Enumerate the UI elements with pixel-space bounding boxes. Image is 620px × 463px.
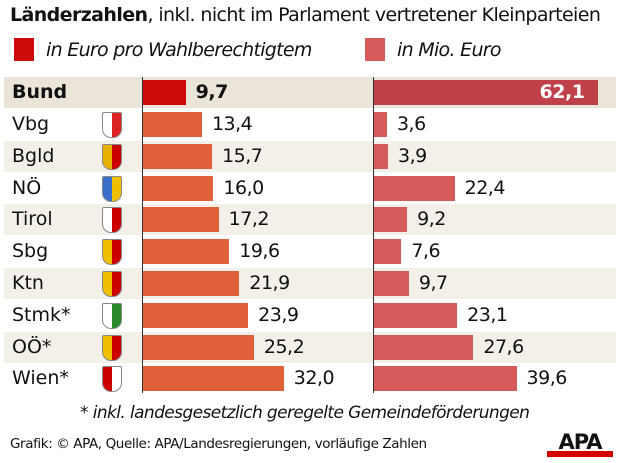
apa-logo: APA — [547, 430, 613, 457]
value-label: 22,4 — [464, 176, 506, 199]
legend-item-mio-euro: in Mio. Euro — [365, 38, 502, 61]
category-label: Tirol — [12, 208, 53, 231]
bar-euro-per-voter — [143, 302, 249, 328]
coat-of-arms-icon — [102, 271, 122, 297]
title-rest: , inkl. nicht im Parlament vertretener K… — [147, 4, 601, 26]
row-0: Bund 9,7 62,1 — [4, 77, 616, 108]
row-6: Ktn 21,9 9,7 — [4, 268, 616, 299]
bar-mio-euro — [374, 112, 387, 137]
coat-of-arms-icon — [102, 366, 122, 393]
legend-swatch — [365, 38, 385, 61]
category-label: Bgld — [12, 144, 55, 167]
coat-of-arms-icon — [102, 112, 122, 138]
row-2: Bgld 15,7 3,9 — [4, 140, 616, 172]
bar-euro-per-voter — [143, 271, 240, 296]
bar-euro-per-voter — [143, 239, 230, 265]
value-label: 9,7 — [418, 272, 448, 294]
bar-mio-euro — [374, 175, 455, 201]
value-label: 27,6 — [483, 335, 524, 358]
row-3: NÖ 16,0 22,4 — [4, 173, 616, 204]
coat-of-arms-icon — [102, 239, 122, 266]
value-label: 39,6 — [526, 367, 568, 390]
bar-euro-per-voter — [143, 334, 254, 360]
value-label: 16,0 — [223, 176, 264, 199]
value-label: 23,1 — [467, 303, 508, 326]
value-label: 3,6 — [396, 113, 426, 135]
bar-mio-euro — [374, 334, 474, 360]
value-label: 25,2 — [263, 335, 305, 358]
category-label: Wien* — [12, 367, 69, 390]
category-label: Vbg — [12, 113, 50, 135]
footnote: * inkl. landesgesetzlich geregelte Gemei… — [80, 403, 530, 423]
bar-mio-euro — [374, 239, 402, 265]
value-label: 19,6 — [239, 240, 280, 263]
row-1: Vbg 13,4 3,6 — [4, 109, 616, 140]
category-label: NÖ — [12, 176, 42, 199]
title-bold: Länderzahlen — [10, 4, 148, 26]
row-7: Stmk* 23,9 23,1 — [4, 300, 616, 331]
value-label: 9,2 — [417, 208, 446, 231]
bar-mio-euro — [374, 271, 409, 296]
bar-mio-euro — [374, 366, 517, 392]
legend-label: in Euro pro Wahlberechtigtem — [46, 38, 312, 61]
value-label: 3,9 — [398, 144, 427, 167]
category-label: OÖ* — [12, 335, 52, 358]
value-label: 62,1 — [539, 81, 585, 103]
coat-of-arms-icon — [102, 334, 122, 361]
coat-of-arms-icon — [102, 207, 122, 234]
legend-swatch — [14, 38, 34, 61]
bar-euro-per-voter — [143, 80, 186, 105]
value-label: 17,2 — [228, 208, 270, 231]
legend-item-euro-per-voter: in Euro pro Wahlberechtigtem — [14, 38, 312, 61]
row-8: OÖ* 25,2 27,6 — [4, 331, 616, 363]
category-label: Ktn — [12, 272, 44, 294]
value-label: 15,7 — [222, 144, 263, 167]
value-label: 9,7 — [195, 81, 229, 103]
value-label: 23,9 — [258, 303, 299, 326]
bar-euro-per-voter — [143, 175, 214, 201]
bar-euro-per-voter — [143, 112, 202, 137]
bar-euro-per-voter — [143, 366, 284, 392]
row-5: Sbg 19,6 7,6 — [4, 236, 616, 267]
legend-label: in Mio. Euro — [397, 38, 502, 61]
bar-mio-euro — [374, 80, 598, 105]
left-axis — [142, 77, 143, 393]
bar-mio-euro — [374, 302, 458, 328]
value-label: 32,0 — [293, 367, 335, 390]
bar-mio-euro — [374, 207, 408, 233]
value-label: 7,6 — [411, 240, 441, 263]
category-label: Stmk* — [12, 303, 71, 326]
value-label: 21,9 — [249, 272, 290, 294]
row-9: Wien* 32,0 39,6 — [4, 363, 616, 394]
chart-title: Länderzahlen, inkl. nicht im Parlament v… — [10, 4, 601, 26]
category-label: Bund — [12, 81, 68, 103]
bar-euro-per-voter — [143, 207, 219, 233]
value-label: 13,4 — [211, 113, 253, 135]
source: Grafik: © APA, Quelle: APA/Landesregieru… — [10, 436, 427, 452]
bar-euro-per-voter — [143, 143, 213, 169]
coat-of-arms-icon — [102, 143, 122, 170]
bar-mio-euro — [374, 143, 389, 169]
row-4: Tirol 17,2 9,2 — [4, 204, 616, 236]
coat-of-arms-icon — [102, 175, 122, 202]
svg-text:APA: APA — [559, 430, 604, 454]
coat-of-arms-icon — [102, 302, 122, 329]
right-axis — [373, 77, 374, 393]
category-label: Sbg — [12, 240, 49, 263]
